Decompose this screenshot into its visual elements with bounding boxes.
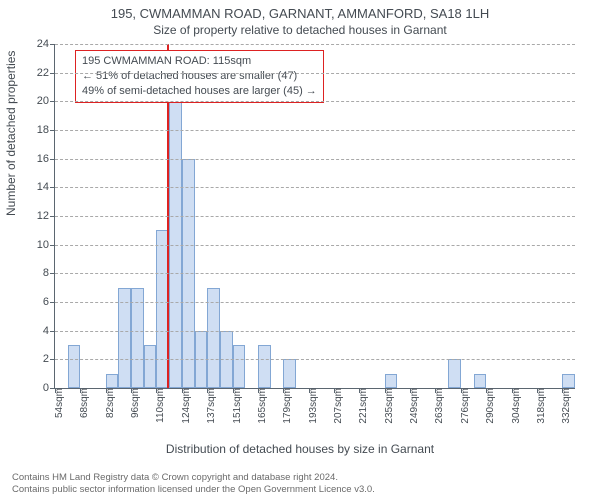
- y-tick-label: 8: [43, 267, 55, 279]
- x-axis-label: Distribution of detached houses by size …: [0, 442, 600, 456]
- y-tick-label: 20: [37, 95, 55, 107]
- y-tick-label: 22: [37, 67, 55, 79]
- y-tick-label: 12: [37, 210, 55, 222]
- y-gridline: [55, 245, 575, 246]
- histogram-bar: [562, 374, 575, 388]
- x-tick-label: 193sqm: [299, 388, 319, 424]
- x-tick-label: 179sqm: [273, 388, 293, 424]
- x-tick-label: 151sqm: [223, 388, 243, 424]
- x-tick-label: 263sqm: [425, 388, 445, 424]
- attribution-line-1: Contains HM Land Registry data © Crown c…: [12, 472, 375, 484]
- histogram-bar: [448, 359, 461, 388]
- attribution-line-2: Contains public sector information licen…: [12, 484, 375, 496]
- y-tick-label: 6: [43, 296, 55, 308]
- histogram-bar: [144, 345, 157, 388]
- y-gridline: [55, 273, 575, 274]
- y-gridline: [55, 187, 575, 188]
- y-tick-label: 10: [37, 239, 55, 251]
- y-tick-label: 4: [43, 325, 55, 337]
- y-gridline: [55, 73, 575, 74]
- y-axis-label: Number of detached properties: [4, 51, 18, 216]
- x-tick-label: 207sqm: [324, 388, 344, 424]
- x-tick-label: 124sqm: [172, 388, 192, 424]
- x-tick-label: 165sqm: [248, 388, 268, 424]
- x-tick-label: 318sqm: [527, 388, 547, 424]
- y-gridline: [55, 359, 575, 360]
- y-tick-label: 24: [37, 38, 55, 50]
- x-tick-label: 235sqm: [375, 388, 395, 424]
- attribution: Contains HM Land Registry data © Crown c…: [12, 472, 375, 496]
- y-gridline: [55, 302, 575, 303]
- page-subtitle: Size of property relative to detached ho…: [0, 23, 600, 37]
- y-gridline: [55, 101, 575, 102]
- x-tick-label: 137sqm: [197, 388, 217, 424]
- property-info-box: 195 CWMAMMAN ROAD: 115sqm ← 51% of detac…: [75, 50, 324, 103]
- y-tick-label: 18: [37, 124, 55, 136]
- x-tick-label: 332sqm: [552, 388, 572, 424]
- x-tick-label: 290sqm: [476, 388, 496, 424]
- y-tick-label: 16: [37, 153, 55, 165]
- x-tick-label: 221sqm: [349, 388, 369, 424]
- y-gridline: [55, 331, 575, 332]
- x-tick-label: 110sqm: [146, 388, 166, 423]
- info-line-3: 49% of semi-detached houses are larger (…: [82, 84, 317, 99]
- x-tick-label: 82sqm: [96, 388, 116, 418]
- x-tick-label: 68sqm: [70, 388, 90, 418]
- y-gridline: [55, 216, 575, 217]
- histogram-bar: [474, 374, 487, 388]
- histogram-bar: [283, 359, 296, 388]
- histogram-bar: [68, 345, 81, 388]
- y-tick-label: 14: [37, 181, 55, 193]
- histogram-bar: [233, 345, 246, 388]
- x-tick-label: 96sqm: [121, 388, 141, 418]
- histogram-plot: 195 CWMAMMAN ROAD: 115sqm ← 51% of detac…: [54, 44, 575, 389]
- y-gridline: [55, 44, 575, 45]
- x-tick-label: 54sqm: [45, 388, 65, 418]
- x-tick-label: 276sqm: [451, 388, 471, 424]
- page-title: 195, CWMAMMAN ROAD, GARNANT, AMMANFORD, …: [0, 6, 600, 21]
- y-gridline: [55, 130, 575, 131]
- y-tick-label: 2: [43, 353, 55, 365]
- y-gridline: [55, 159, 575, 160]
- info-line-2: ← 51% of detached houses are smaller (47…: [82, 69, 317, 84]
- histogram-bar: [385, 374, 398, 388]
- histogram-bar: [258, 345, 271, 388]
- histogram-bar: [106, 374, 119, 388]
- x-tick-label: 304sqm: [502, 388, 522, 424]
- info-line-1: 195 CWMAMMAN ROAD: 115sqm: [82, 54, 317, 69]
- x-tick-label: 249sqm: [400, 388, 420, 424]
